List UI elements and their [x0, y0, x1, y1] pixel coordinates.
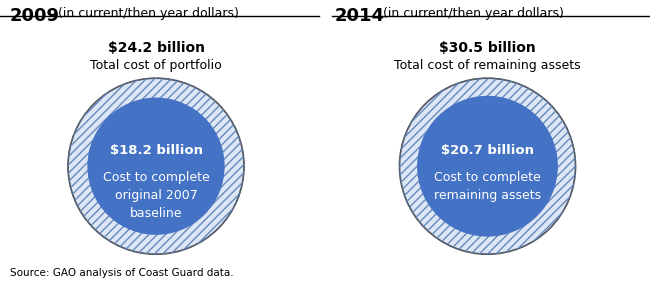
Text: $20.7 billion: $20.7 billion: [441, 144, 534, 157]
Circle shape: [87, 97, 225, 235]
Circle shape: [417, 96, 558, 237]
Text: Cost to complete
original 2007
baseline: Cost to complete original 2007 baseline: [103, 171, 209, 220]
Text: (in current/then year dollars): (in current/then year dollars): [379, 7, 564, 20]
Text: $18.2 billion: $18.2 billion: [109, 144, 203, 157]
Text: Source: GAO analysis of Coast Guard data.: Source: GAO analysis of Coast Guard data…: [10, 268, 233, 278]
Circle shape: [68, 78, 244, 254]
Circle shape: [400, 78, 575, 254]
Text: Total cost of portfolio: Total cost of portfolio: [90, 59, 222, 72]
Text: (in current/then year dollars): (in current/then year dollars): [54, 7, 239, 20]
Text: Total cost of remaining assets: Total cost of remaining assets: [394, 59, 581, 72]
Text: $24.2 billion: $24.2 billion: [107, 41, 205, 55]
Text: Cost to complete
remaining assets: Cost to complete remaining assets: [434, 171, 541, 201]
Text: 2014: 2014: [335, 7, 385, 25]
Text: $30.5 billion: $30.5 billion: [439, 41, 536, 55]
Text: 2009: 2009: [10, 7, 60, 25]
